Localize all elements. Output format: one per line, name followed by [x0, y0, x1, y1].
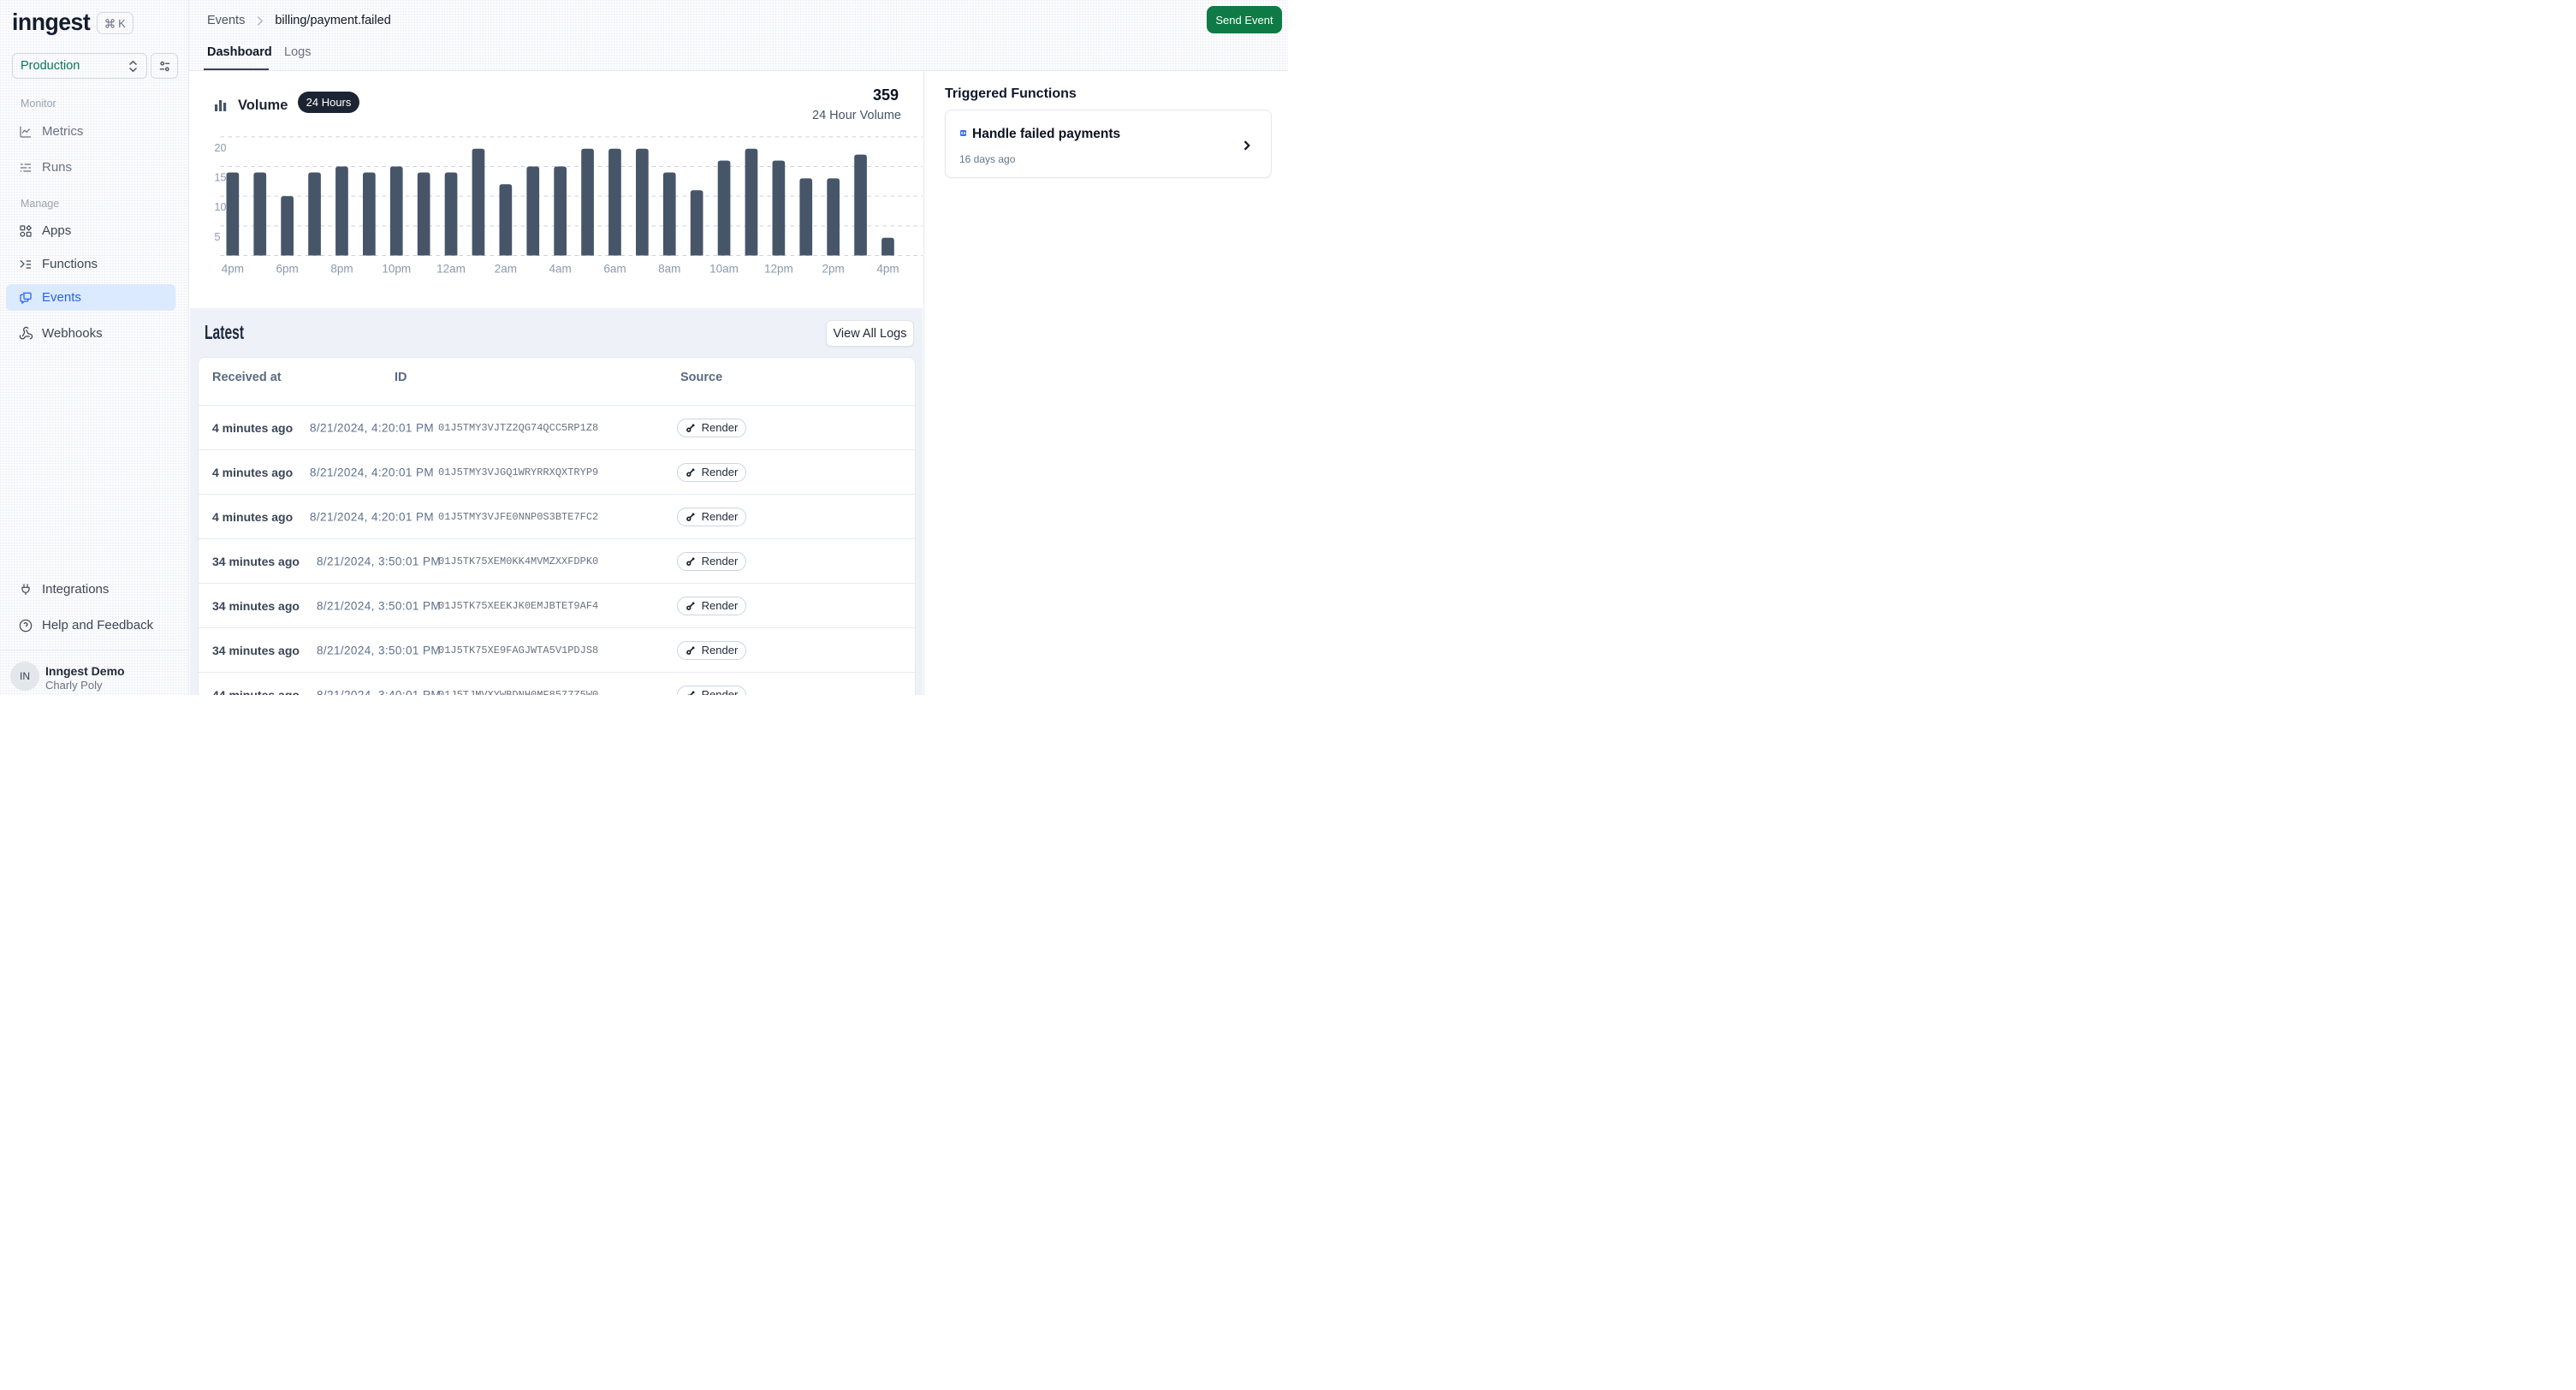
svg-text:4am: 4am [549, 263, 572, 276]
svg-text:2am: 2am [495, 263, 517, 276]
svg-text:8pm: 8pm [330, 263, 353, 276]
svg-text:10pm: 10pm [382, 263, 411, 276]
svg-text:8am: 8am [658, 263, 680, 276]
svg-text:15: 15 [215, 172, 227, 184]
svg-text:5: 5 [215, 231, 221, 243]
svg-text:10am: 10am [709, 263, 739, 276]
svg-text:20: 20 [215, 142, 227, 154]
svg-text:12am: 12am [436, 263, 466, 276]
svg-text:10: 10 [215, 201, 227, 213]
svg-text:4pm: 4pm [876, 263, 899, 276]
svg-text:6pm: 6pm [276, 263, 299, 276]
svg-text:2pm: 2pm [822, 263, 845, 276]
svg-text:6am: 6am [603, 263, 626, 276]
svg-text:12pm: 12pm [764, 263, 793, 276]
svg-text:4pm: 4pm [222, 263, 244, 276]
